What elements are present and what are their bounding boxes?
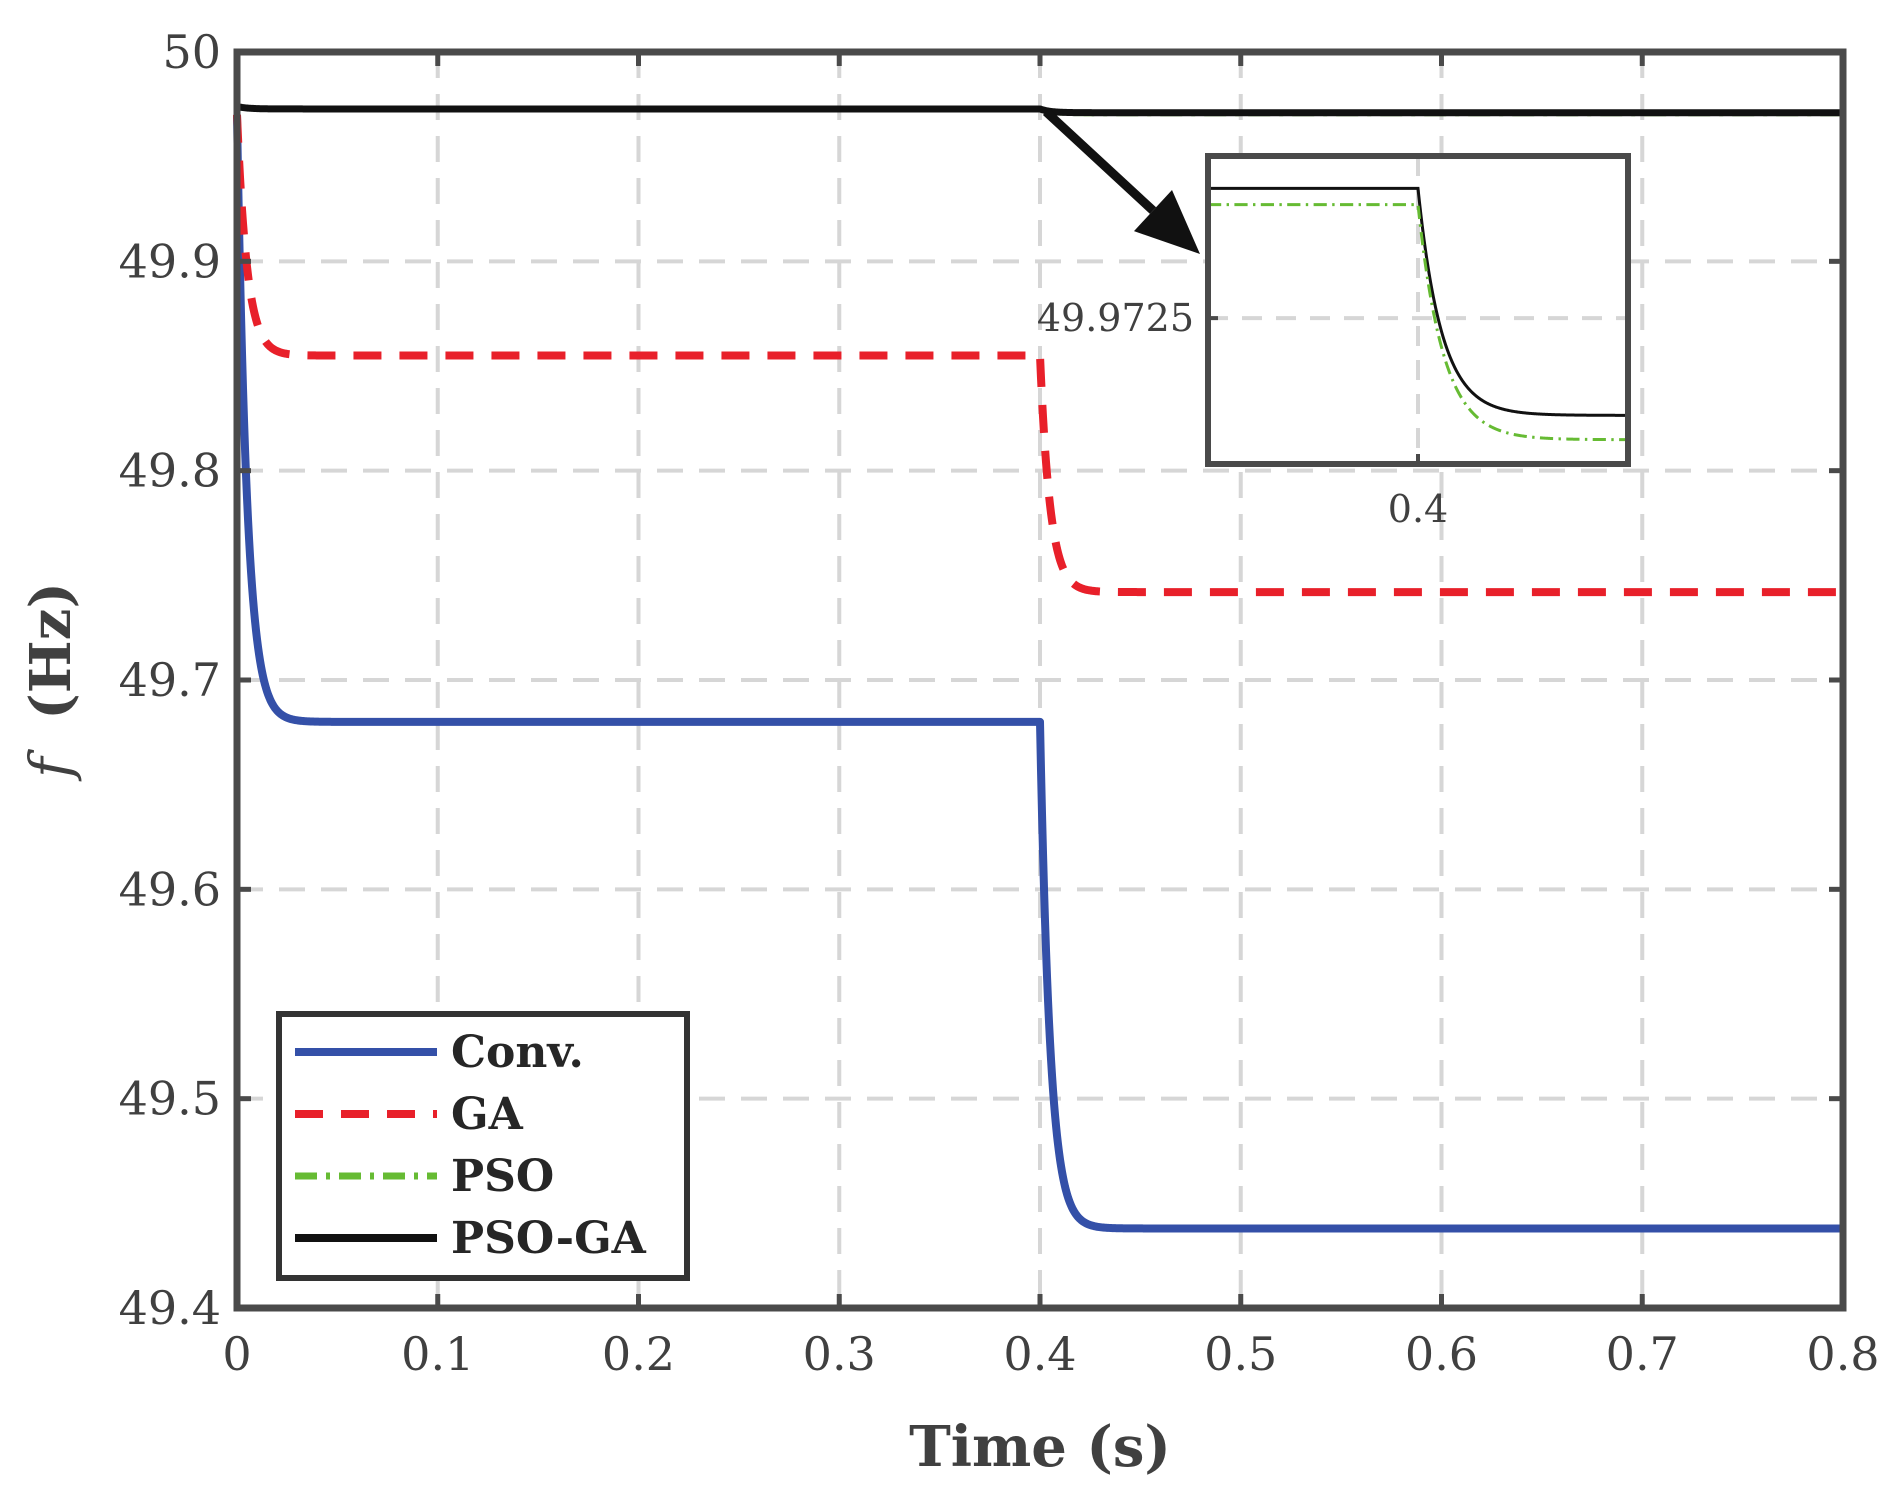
inset-x-tick-label: 0.4 [1388,487,1448,531]
inset-y-tick-label: 49.9725 [1037,296,1194,340]
legend: Conv. GA PSO PSO-GA [276,1011,690,1281]
x-axis-title: Time (s) [909,1414,1171,1480]
y-tick-label: 50 [162,25,221,79]
x-tick-label: 0.2 [602,1327,675,1381]
zoom-arrow [1042,108,1200,254]
series-line-pso-ga [234,103,1846,117]
x-tick-label: 0.1 [401,1327,474,1381]
y-tick-label: 49.7 [119,653,221,707]
legend-label: PSO-GA [451,1213,647,1264]
series-line-ga [233,114,1846,597]
y-tick-label: 49.4 [119,1281,221,1335]
legend-label: GA [451,1089,524,1140]
x-tick-label: 0.4 [1003,1327,1076,1381]
y-tick-label: 49.9 [119,234,221,288]
inset-line-pso-ga [1208,186,1628,417]
y-tick-label: 49.8 [119,444,221,498]
zoom-arrow-head [1133,189,1200,254]
x-tick-label: 0.6 [1405,1327,1478,1381]
series-line-conv- [233,114,1846,1233]
x-tick-label: 0.8 [1806,1327,1879,1381]
series-lines [233,103,1846,1233]
y-tick-label: 49.5 [119,1072,221,1126]
y-axis-title: f (Hz) [18,582,84,782]
inset-zoom-plot: 0.4 49.9725 [1037,153,1631,531]
y-axis-symbol: f [19,748,84,782]
x-tick-label: 0 [222,1327,251,1381]
zoom-arrow-shaft [1042,108,1157,214]
x-tick-label: 0.3 [803,1327,876,1381]
legend-label: PSO [451,1151,554,1202]
x-tick-label: 0.7 [1606,1327,1679,1381]
axis-ticks: 0 0.1 0.2 0.3 0.4 0.5 0.6 0.7 0.8 49.4 49.5 49.6 49.… [119,25,1880,1381]
y-axis-unit: (Hz) [18,582,84,720]
x-tick-label: 0.5 [1204,1327,1277,1381]
y-tick-label: 49.6 [119,862,221,916]
legend-label: Conv. [451,1027,584,1078]
